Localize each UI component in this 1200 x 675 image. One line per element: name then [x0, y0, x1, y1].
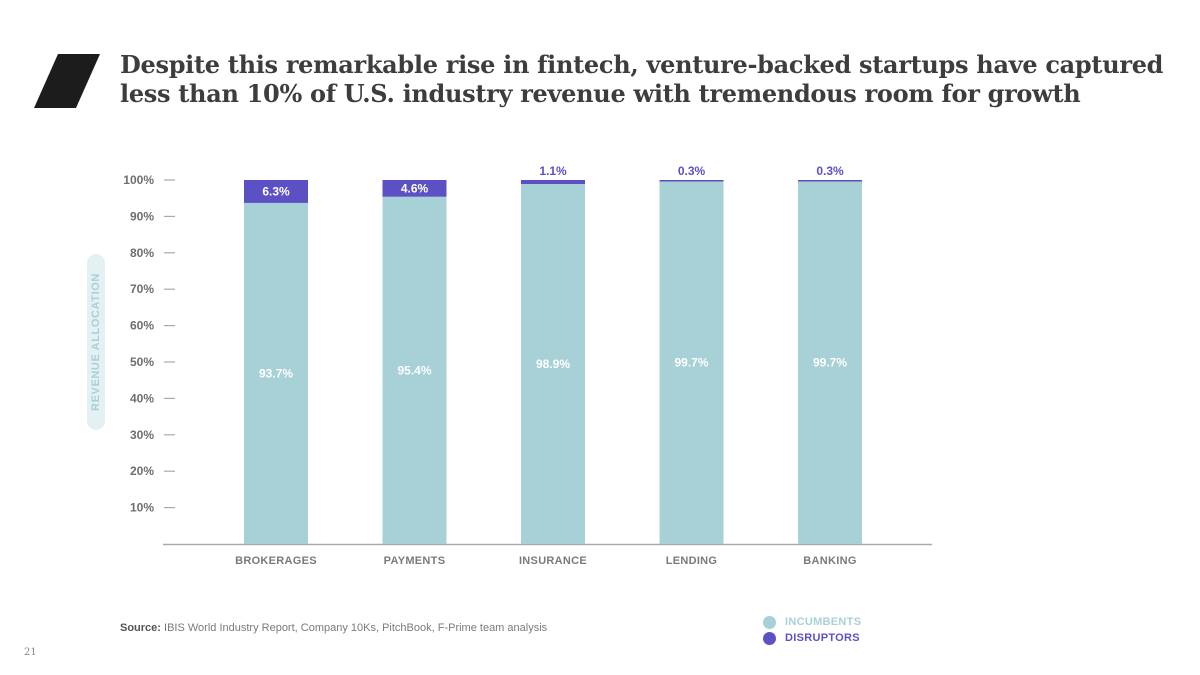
data-label-disruptors-brokerages: 6.3% — [262, 184, 290, 198]
data-label-incumbents-insurance: 98.9% — [536, 357, 570, 371]
bar-disruptors-payments — [382, 180, 447, 197]
bar-disruptors-brokerages — [244, 180, 308, 203]
bar-incumbents-lending — [659, 181, 724, 545]
y-tick-label-40: 40% — [130, 391, 154, 405]
data-label-incumbents-lending: 99.7% — [674, 356, 708, 370]
x-tick-label-payments: PAYMENTS — [384, 555, 446, 567]
x-tick-label-banking: BANKING — [803, 555, 856, 567]
legend-label-disruptors: DISRUPTORS — [785, 632, 860, 644]
y-tick-label-70: 70% — [130, 282, 154, 296]
logo-parallelogram — [34, 54, 100, 108]
y-tick-label-50: 50% — [130, 355, 154, 369]
title-line-1: Despite this remarkable rise in fintech,… — [120, 50, 1164, 79]
legend-label-incumbents: INCUMBENTS — [785, 616, 862, 628]
chart-legend: INCUMBENTS DISRUPTORS — [763, 614, 861, 646]
data-label-disruptors-banking: 0.3% — [816, 164, 844, 178]
x-tick-label-lending: LENDING — [666, 555, 718, 567]
source-note: Source: IBIS World Industry Report, Comp… — [120, 622, 547, 634]
data-label-incumbents-banking: 99.7% — [813, 356, 847, 370]
bar-incumbents-banking — [798, 181, 862, 545]
x-tick-label-insurance: INSURANCE — [519, 555, 587, 567]
data-label-disruptors-lending: 0.3% — [678, 164, 706, 178]
data-label-incumbents-brokerages: 93.7% — [259, 366, 293, 380]
bar-incumbents-brokerages — [244, 202, 308, 544]
y-tick-label-20: 20% — [130, 464, 154, 478]
x-tick-label-brokerages: BROKERAGES — [235, 555, 317, 567]
brand-logo-icon — [34, 54, 100, 108]
bar-disruptors-lending — [659, 180, 724, 182]
legend-item-disruptors: DISRUPTORS — [763, 630, 861, 646]
y-tick-label-90: 90% — [130, 209, 154, 223]
y-axis-title-background — [87, 254, 105, 430]
source-prefix: Source: — [120, 622, 161, 634]
data-label-incumbents-payments: 95.4% — [397, 363, 431, 377]
data-label-disruptors-payments: 4.6% — [401, 181, 429, 195]
legend-dot-disruptors — [763, 631, 776, 645]
bar-disruptors-banking — [798, 180, 862, 182]
source-text: IBIS World Industry Report, Company 10Ks… — [164, 622, 548, 634]
y-tick-label-10: 10% — [130, 501, 154, 515]
legend-dot-incumbents — [763, 615, 776, 629]
bar-disruptors-insurance — [521, 180, 585, 185]
slide-title: Despite this remarkable rise in fintech,… — [120, 50, 1164, 108]
legend-item-incumbents: INCUMBENTS — [763, 614, 861, 630]
y-tick-label-60: 60% — [130, 319, 154, 333]
y-tick-label-80: 80% — [130, 246, 154, 260]
bar-incumbents-insurance — [521, 184, 585, 544]
data-label-disruptors-insurance: 1.1% — [539, 164, 567, 178]
title-line-2: less than 10% of U.S. industry revenue w… — [120, 79, 1081, 108]
bar-incumbents-payments — [382, 196, 447, 544]
y-tick-label-30: 30% — [130, 428, 154, 442]
y-tick-label-100: 100% — [123, 173, 154, 187]
page-number: 21 — [24, 647, 37, 658]
